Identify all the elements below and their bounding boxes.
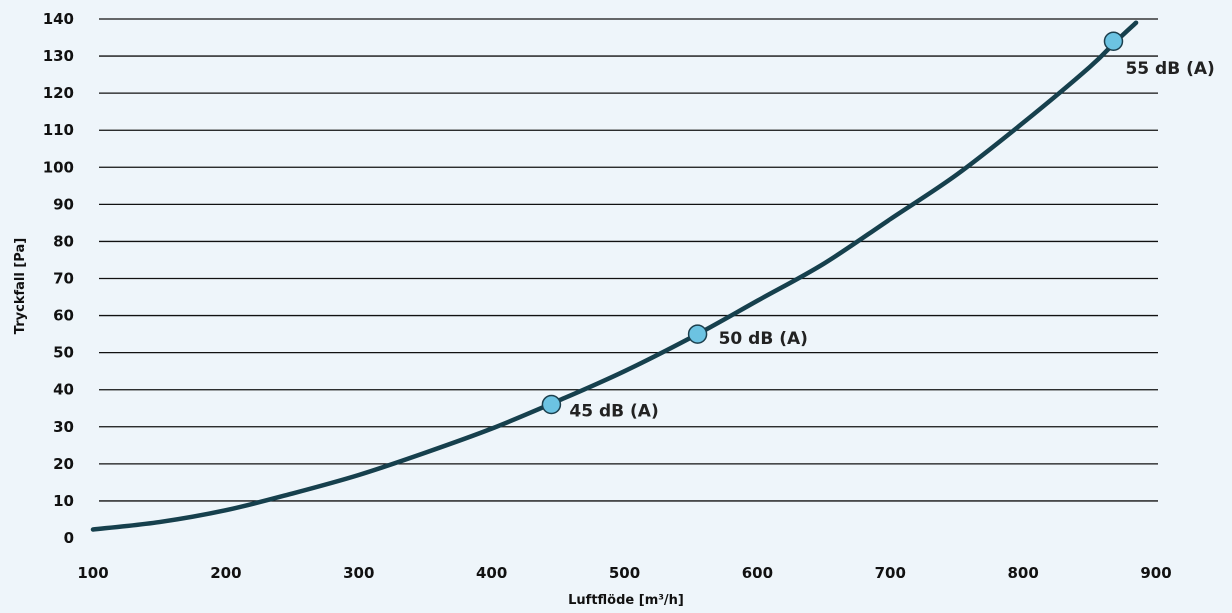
point-marker-2 — [687, 324, 708, 344]
y-tick-110: 110 — [43, 121, 74, 139]
y-tick-60: 60 — [53, 307, 74, 325]
pressure-curve — [90, 20, 1139, 532]
y-tick-labels: 0 10 20 30 40 50 60 70 80 90 100 110 120 130 140 — [43, 10, 74, 547]
y-tick-30: 30 — [53, 418, 74, 436]
y-tick-70: 70 — [53, 270, 74, 288]
x-tick-100: 100 — [77, 564, 108, 582]
point-label-2: 50 dB (A) — [719, 329, 808, 349]
x-tick-800: 800 — [1007, 564, 1038, 582]
x-tick-600: 600 — [742, 564, 773, 582]
y-tick-0: 0 — [64, 529, 74, 547]
point-marker-3 — [1103, 31, 1124, 51]
x-tick-300: 300 — [343, 564, 374, 582]
y-tick-40: 40 — [53, 381, 74, 399]
point-label-3: 55 dB (A) — [1125, 59, 1214, 79]
data-points: 45 dB (A) 50 dB (A) 55 dB (A) — [541, 31, 1215, 422]
y-tick-140: 140 — [43, 10, 74, 28]
y-tick-20: 20 — [53, 455, 74, 473]
series-curve — [90, 20, 1139, 532]
y-tick-50: 50 — [53, 344, 74, 362]
y-tick-100: 100 — [43, 158, 74, 176]
x-tick-700: 700 — [875, 564, 906, 582]
y-tick-130: 130 — [43, 47, 74, 65]
x-axis-title: Luftflöde [m³/h] — [568, 593, 684, 608]
x-tick-labels: 100 200 300 400 500 600 700 800 900 — [77, 564, 1171, 582]
x-tick-200: 200 — [210, 564, 241, 582]
point-label-1: 45 dB (A) — [569, 402, 658, 422]
point-marker-1 — [541, 394, 562, 415]
y-tick-90: 90 — [53, 195, 74, 213]
y-tick-10: 10 — [53, 492, 74, 510]
y-tick-120: 120 — [43, 84, 74, 102]
y-tick-80: 80 — [53, 232, 74, 250]
x-tick-400: 400 — [476, 564, 507, 582]
y-axis-title: Tryckfall [Pa] — [13, 238, 28, 334]
x-tick-500: 500 — [609, 564, 640, 582]
gridlines — [99, 18, 1158, 502]
x-tick-900: 900 — [1140, 564, 1171, 582]
